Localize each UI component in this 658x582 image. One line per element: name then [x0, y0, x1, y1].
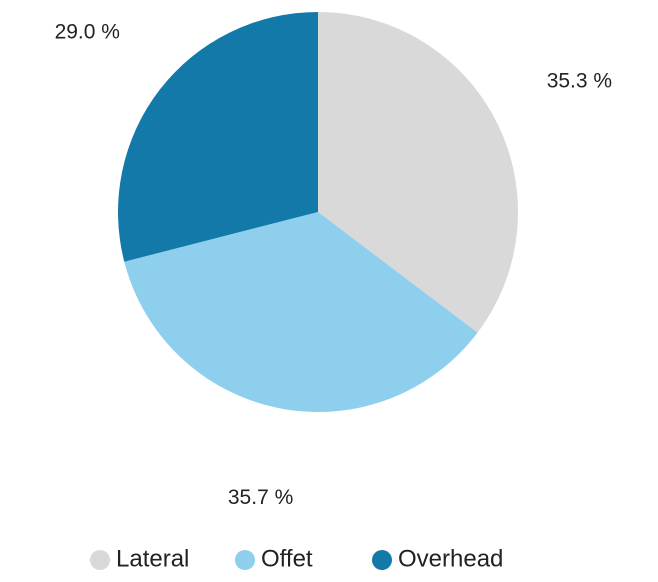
legend-swatch — [90, 550, 110, 570]
pie-slice — [124, 212, 478, 413]
pie-slice — [318, 12, 518, 333]
legend-swatch — [235, 550, 255, 570]
legend-label: Overhead — [398, 545, 503, 572]
value-label: 35.3 % — [547, 69, 612, 92]
legend-label: Lateral — [116, 545, 189, 572]
pie-slice — [118, 12, 318, 262]
legend-label: Offet — [261, 545, 313, 572]
value-label: 29.0 % — [55, 21, 120, 44]
legend-swatch — [372, 550, 392, 570]
value-label: 35.7 % — [228, 486, 293, 509]
